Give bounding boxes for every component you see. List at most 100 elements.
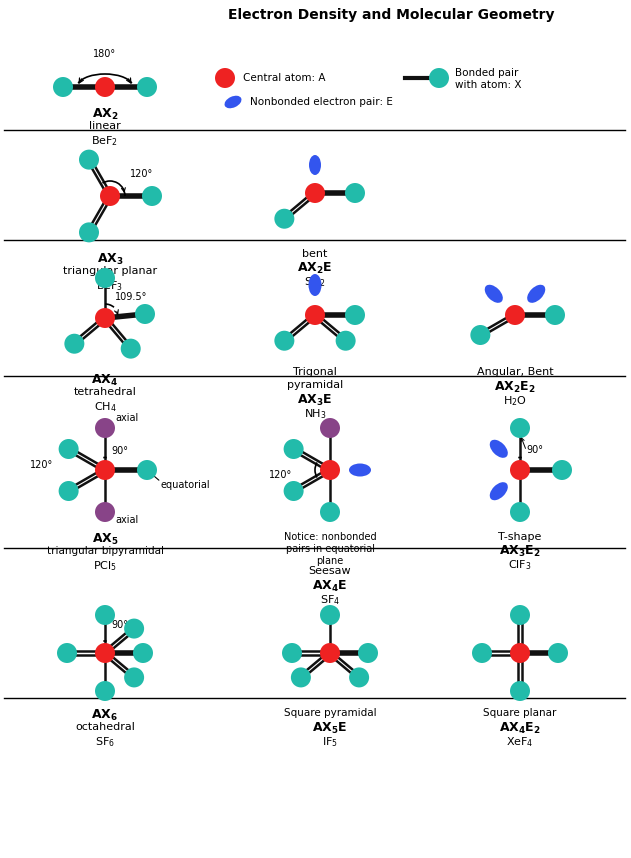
Circle shape (124, 668, 144, 687)
Text: bent: bent (302, 249, 327, 259)
Circle shape (124, 619, 144, 638)
Text: XeF$_4$: XeF$_4$ (506, 735, 534, 749)
Text: Bonded pair: Bonded pair (455, 68, 519, 78)
Text: 120°: 120° (130, 169, 153, 179)
Text: $\bf{AX_5}$: $\bf{AX_5}$ (91, 532, 119, 547)
Circle shape (283, 439, 304, 459)
Text: Nonbonded electron pair: E: Nonbonded electron pair: E (250, 97, 393, 107)
Circle shape (274, 208, 294, 229)
Text: triangular bipyramidal: triangular bipyramidal (47, 546, 163, 556)
Text: $\bf{AX_2}$: $\bf{AX_2}$ (91, 107, 119, 122)
Circle shape (320, 502, 340, 522)
Text: Square planar: Square planar (483, 708, 557, 718)
Circle shape (320, 643, 340, 663)
Text: 90°: 90° (526, 445, 543, 455)
Circle shape (133, 643, 153, 663)
Circle shape (95, 502, 115, 522)
Text: pairs in equatorial: pairs in equatorial (285, 544, 375, 554)
Text: ClF$_3$: ClF$_3$ (508, 558, 532, 571)
Circle shape (142, 186, 162, 206)
Circle shape (64, 334, 85, 353)
Circle shape (552, 460, 572, 480)
Text: T-shape: T-shape (498, 532, 541, 542)
Text: Trigonal: Trigonal (293, 367, 337, 377)
Text: 120°: 120° (269, 470, 292, 480)
Text: equatorial: equatorial (160, 480, 209, 490)
Circle shape (320, 605, 340, 625)
Circle shape (510, 460, 530, 480)
Circle shape (95, 77, 115, 97)
Circle shape (95, 681, 115, 701)
Circle shape (470, 325, 490, 345)
Circle shape (95, 308, 115, 328)
Text: BeF$_2$: BeF$_2$ (91, 134, 119, 148)
Text: with atom: X: with atom: X (455, 80, 521, 90)
Text: plane: plane (316, 556, 344, 566)
Circle shape (548, 643, 568, 663)
Circle shape (345, 183, 365, 203)
Text: $\bf{AX_2E_2}$: $\bf{AX_2E_2}$ (494, 380, 536, 395)
Circle shape (95, 460, 115, 480)
Circle shape (336, 330, 356, 351)
Text: Notice: nonbonded: Notice: nonbonded (284, 532, 376, 542)
Text: Seesaw: Seesaw (309, 566, 351, 576)
Circle shape (57, 643, 77, 663)
Ellipse shape (527, 285, 545, 303)
Ellipse shape (490, 482, 508, 500)
Circle shape (358, 643, 378, 663)
Circle shape (215, 68, 235, 88)
Text: $\bf{AX_5E}$: $\bf{AX_5E}$ (312, 721, 348, 736)
Text: $\bf{AX_3E_2}$: $\bf{AX_3E_2}$ (499, 544, 541, 559)
Ellipse shape (490, 440, 508, 458)
Text: linear: linear (89, 121, 121, 131)
Text: NH$_3$: NH$_3$ (304, 407, 326, 420)
Text: 90°: 90° (111, 620, 128, 630)
Circle shape (510, 605, 530, 625)
Circle shape (79, 149, 99, 170)
Text: $\bf{AX_3E}$: $\bf{AX_3E}$ (297, 393, 333, 408)
Text: 109.5°: 109.5° (115, 292, 148, 302)
Circle shape (291, 668, 311, 687)
Text: $\bf{AX_4}$: $\bf{AX_4}$ (91, 373, 119, 388)
Text: 90°: 90° (111, 446, 128, 456)
Text: 120°: 120° (30, 460, 53, 470)
Text: $\bf{AX_2E}$: $\bf{AX_2E}$ (297, 261, 333, 276)
Circle shape (95, 605, 115, 625)
Circle shape (545, 305, 565, 325)
Circle shape (305, 183, 325, 203)
Circle shape (305, 305, 325, 325)
Ellipse shape (225, 96, 242, 108)
Text: Square pyramidal: Square pyramidal (284, 708, 376, 718)
Circle shape (320, 460, 340, 480)
Text: Electron Density and Molecular Geometry: Electron Density and Molecular Geometry (228, 8, 555, 22)
Ellipse shape (309, 274, 322, 296)
Text: $\bf{AX_4E}$: $\bf{AX_4E}$ (312, 579, 348, 594)
Circle shape (135, 304, 155, 324)
Text: SF$_6$: SF$_6$ (95, 735, 115, 749)
Circle shape (95, 643, 115, 663)
Text: Angular, Bent: Angular, Bent (476, 367, 553, 377)
Text: axial: axial (115, 413, 138, 423)
Circle shape (282, 643, 302, 663)
Circle shape (510, 681, 530, 701)
Text: octahedral: octahedral (75, 722, 135, 732)
Circle shape (472, 643, 492, 663)
Text: CH$_4$: CH$_4$ (93, 400, 116, 414)
Circle shape (59, 481, 79, 501)
Circle shape (79, 222, 99, 242)
Text: PCl$_5$: PCl$_5$ (93, 559, 117, 573)
Circle shape (137, 460, 157, 480)
Circle shape (121, 339, 141, 359)
Circle shape (429, 68, 449, 88)
Text: H$_2$O: H$_2$O (503, 394, 527, 408)
Circle shape (53, 77, 73, 97)
Circle shape (274, 330, 294, 351)
Text: axial: axial (115, 515, 138, 525)
Circle shape (320, 418, 340, 438)
Text: tetrahedral: tetrahedral (74, 387, 136, 397)
Circle shape (59, 439, 79, 459)
Circle shape (95, 268, 115, 288)
Text: triangular planar: triangular planar (63, 266, 157, 276)
Circle shape (510, 418, 530, 438)
Text: SF$_4$: SF$_4$ (320, 593, 340, 607)
